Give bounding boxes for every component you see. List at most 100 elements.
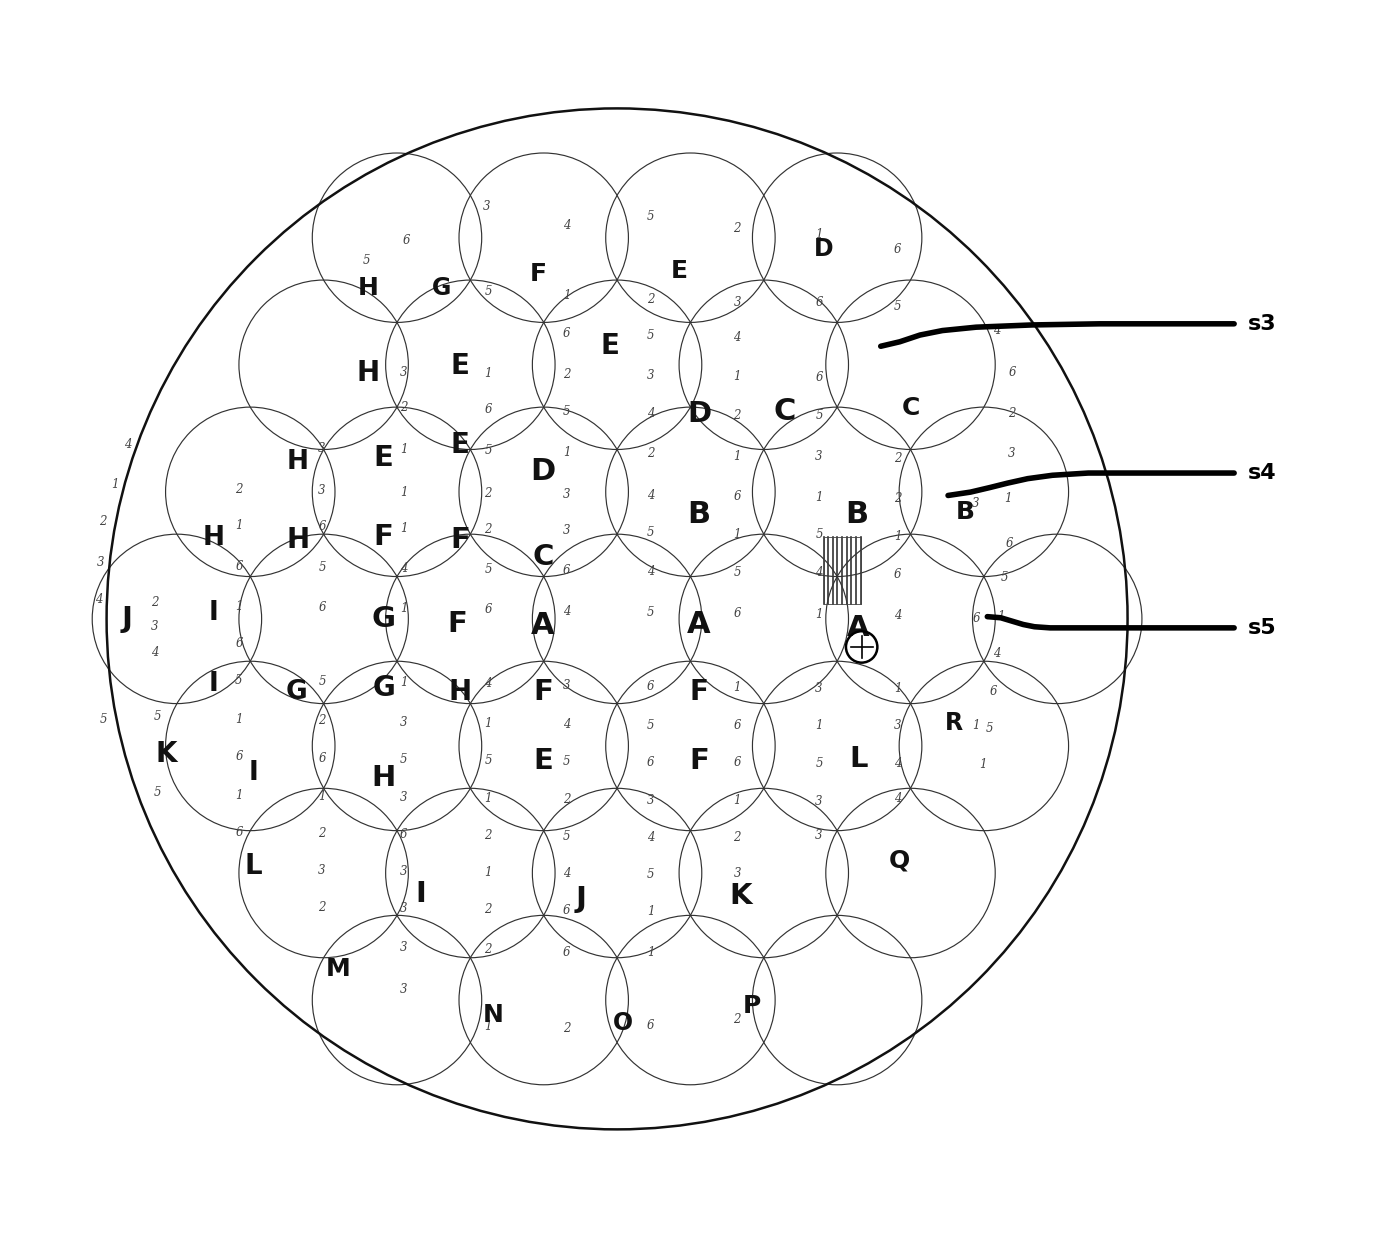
Text: 4: 4	[647, 831, 654, 844]
Text: 5: 5	[816, 528, 822, 541]
Text: 6: 6	[973, 612, 980, 626]
Text: 4: 4	[95, 593, 102, 606]
Text: 1: 1	[235, 788, 243, 802]
Text: D: D	[530, 457, 556, 486]
Text: 4: 4	[124, 438, 131, 451]
Text: 3: 3	[894, 719, 901, 732]
Text: 4: 4	[894, 757, 901, 771]
Text: K: K	[729, 882, 752, 911]
Text: 1: 1	[400, 443, 407, 456]
Text: 6: 6	[733, 490, 741, 503]
Text: 1: 1	[647, 945, 654, 959]
Text: 2: 2	[235, 483, 243, 496]
Text: 6: 6	[894, 567, 901, 581]
Text: 3: 3	[400, 902, 407, 914]
Text: 2: 2	[484, 829, 491, 842]
Text: 2: 2	[99, 515, 108, 528]
Text: 6: 6	[563, 945, 570, 959]
Text: 4: 4	[992, 323, 1000, 337]
Text: A: A	[687, 610, 711, 639]
Text: I: I	[208, 601, 218, 626]
Text: A: A	[847, 613, 869, 642]
Text: M: M	[326, 957, 351, 980]
Text: 1: 1	[816, 491, 822, 505]
Text: P: P	[742, 994, 760, 1018]
Text: 1: 1	[563, 290, 570, 302]
Text: 2: 2	[319, 714, 326, 727]
Text: I: I	[415, 879, 426, 908]
Text: 2: 2	[484, 522, 491, 536]
Text: 1: 1	[816, 227, 822, 241]
Text: 6: 6	[816, 296, 822, 309]
Text: 6: 6	[647, 1018, 654, 1032]
Text: 1: 1	[484, 792, 491, 804]
Text: I: I	[248, 759, 258, 786]
Text: 6: 6	[235, 560, 243, 572]
Text: 6: 6	[647, 756, 654, 769]
Text: C: C	[773, 397, 795, 426]
Text: 2: 2	[647, 447, 654, 461]
Text: s5: s5	[1248, 618, 1276, 638]
Text: 5: 5	[99, 713, 108, 727]
Text: 1: 1	[973, 719, 980, 732]
Text: 2: 2	[733, 831, 741, 844]
Text: 5: 5	[563, 405, 570, 418]
Text: G: G	[371, 605, 396, 633]
Text: 4: 4	[816, 566, 822, 580]
Text: 4: 4	[563, 605, 570, 617]
Text: F: F	[450, 526, 471, 555]
Text: 6: 6	[484, 402, 491, 416]
Text: 6: 6	[816, 371, 822, 385]
Text: 4: 4	[992, 647, 1000, 661]
Text: 1: 1	[647, 906, 654, 918]
Text: 5: 5	[484, 563, 491, 576]
Text: F: F	[690, 678, 708, 706]
Text: 3: 3	[733, 867, 741, 881]
Text: 1: 1	[110, 478, 119, 491]
Text: 6: 6	[647, 679, 654, 693]
Text: 6: 6	[1006, 537, 1013, 551]
Text: H: H	[203, 525, 224, 551]
Text: 1: 1	[996, 611, 1005, 623]
Text: 1: 1	[235, 520, 243, 532]
Text: 6: 6	[563, 565, 570, 577]
Text: E: E	[374, 445, 393, 472]
Text: 1: 1	[484, 866, 491, 879]
Text: 2: 2	[894, 452, 901, 465]
Text: 1: 1	[400, 486, 407, 498]
Text: 3: 3	[400, 716, 407, 728]
Text: D: D	[814, 236, 834, 261]
Text: 3: 3	[563, 523, 570, 537]
Text: 2: 2	[894, 492, 901, 506]
Text: 5: 5	[1000, 571, 1007, 583]
Text: I: I	[208, 671, 218, 697]
Text: G: G	[432, 276, 451, 300]
Text: 1: 1	[1003, 492, 1012, 506]
Text: 6: 6	[733, 719, 741, 732]
Text: 6: 6	[319, 752, 326, 764]
Text: 1: 1	[733, 794, 741, 807]
Text: G: G	[286, 678, 308, 704]
Text: 6: 6	[235, 751, 243, 763]
Text: 5: 5	[319, 676, 326, 688]
Text: 1: 1	[733, 370, 741, 383]
Text: 4: 4	[733, 331, 741, 343]
Text: 3: 3	[733, 296, 741, 309]
Text: G: G	[373, 674, 395, 702]
Text: 1: 1	[400, 602, 407, 616]
Text: 5: 5	[563, 754, 570, 768]
Text: E: E	[450, 431, 469, 458]
Text: 4: 4	[563, 867, 570, 881]
Text: F: F	[689, 747, 709, 776]
Text: 2: 2	[319, 901, 326, 914]
Text: 1: 1	[400, 677, 407, 689]
Text: E: E	[671, 259, 687, 284]
Text: 3: 3	[647, 368, 654, 382]
Text: 4: 4	[484, 677, 491, 691]
Text: H: H	[286, 448, 308, 475]
Text: H: H	[357, 276, 378, 300]
Text: 4: 4	[400, 562, 407, 575]
Text: 2: 2	[563, 1022, 570, 1035]
Text: 3: 3	[150, 621, 159, 633]
Text: H: H	[448, 678, 472, 706]
